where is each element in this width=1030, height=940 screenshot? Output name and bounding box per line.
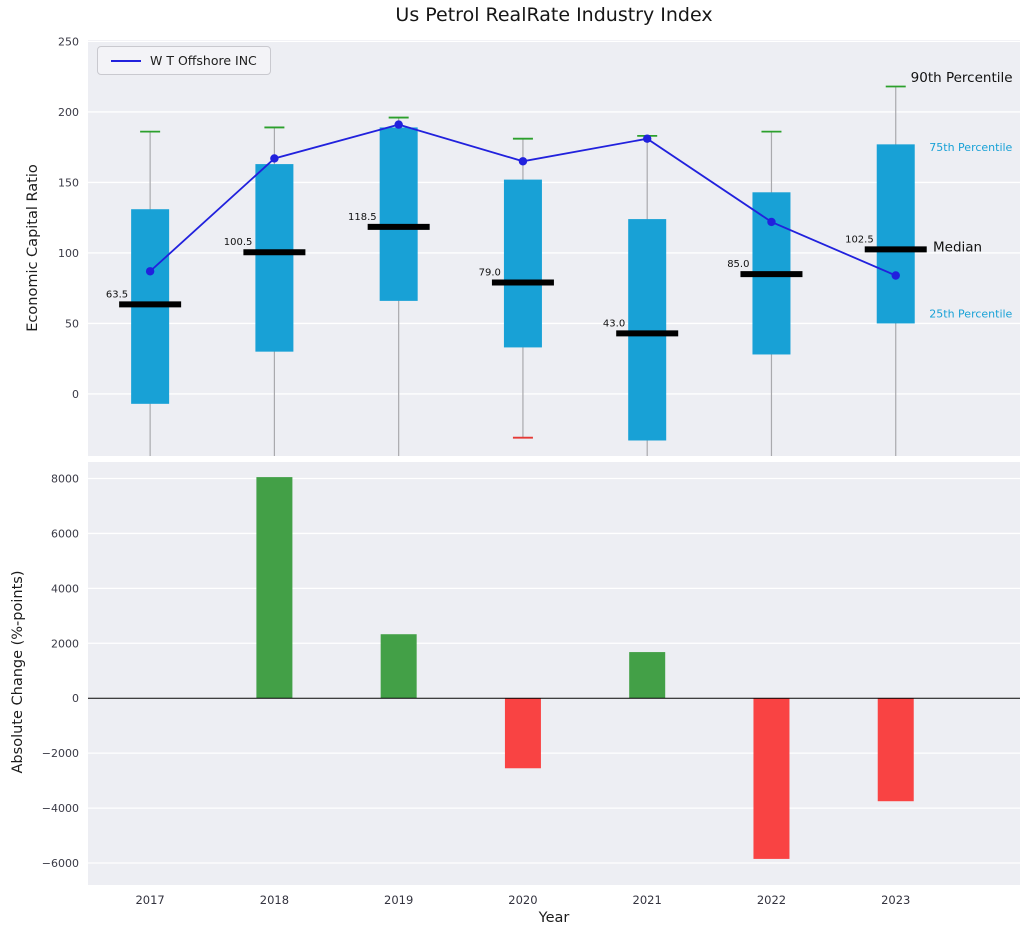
percentile-annotation: 90th Percentile <box>911 70 1013 86</box>
boxplot-2018: 100.5 <box>224 126 306 456</box>
iqr-box <box>503 179 542 348</box>
x-tick-label: 2019 <box>384 893 413 907</box>
y-tick-label: 8000 <box>51 472 79 485</box>
y-tick-label: −4000 <box>42 802 79 815</box>
company-line-marker <box>891 271 900 280</box>
change-bar-2021 <box>629 652 666 699</box>
y-tick-label: 2000 <box>51 637 79 650</box>
percentile-annotation: Median <box>933 239 982 255</box>
median-value-label: 85.0 <box>727 259 749 270</box>
median-value-label: 102.5 <box>845 234 874 245</box>
median-value-label: 79.0 <box>479 268 501 279</box>
plot-area-top <box>88 40 1020 456</box>
y-tick-label: 50 <box>65 317 79 330</box>
iqr-box <box>255 164 294 352</box>
boxplot-2020: 79.0 <box>479 137 554 439</box>
change-bar-2022 <box>753 698 790 859</box>
boxplot-2017: 63.5 <box>106 130 182 456</box>
iqr-box <box>876 144 915 324</box>
top-y-axis-label: Economic Capital Ratio <box>25 164 41 332</box>
boxplot-2019: 118.5 <box>348 116 430 456</box>
y-tick-label: 150 <box>58 176 79 189</box>
percentile-annotation: 25th Percentile <box>929 308 1012 321</box>
y-tick-label: −6000 <box>42 857 79 870</box>
legend-label: W T Offshore INC <box>150 53 257 68</box>
company-line-marker <box>767 217 776 227</box>
y-tick-label: 100 <box>58 247 79 260</box>
bottom-y-axis-label: Absolute Change (%-points) <box>10 570 26 774</box>
y-tick-label: 0 <box>72 692 79 705</box>
x-tick-label: 2018 <box>260 893 289 907</box>
y-tick-label: 6000 <box>51 527 79 540</box>
median-value-label: 43.0 <box>603 318 625 329</box>
company-line-marker <box>518 157 528 166</box>
chart-title: Us Petrol RealRate Industry Index <box>395 4 713 26</box>
median-value-label: 100.5 <box>224 237 253 248</box>
legend: W T Offshore INC <box>97 46 271 75</box>
company-line-marker <box>145 267 155 276</box>
legend-line-sample <box>111 59 141 62</box>
change-bar-2019 <box>380 634 417 699</box>
change-bar-2023 <box>877 698 914 802</box>
x-tick-label: 2017 <box>135 893 164 907</box>
y-tick-label: 200 <box>58 106 79 119</box>
median-value-label: 118.5 <box>348 212 377 223</box>
x-tick-label: 2023 <box>881 893 910 907</box>
company-line-marker <box>394 120 403 129</box>
percentile-annotation: 75th Percentile <box>929 141 1012 154</box>
company-line-marker <box>270 154 279 163</box>
iqr-box <box>628 219 667 441</box>
x-tick-label: 2022 <box>757 893 786 907</box>
y-tick-label: −2000 <box>42 747 79 760</box>
boxplot-2021: 43.0 <box>603 134 679 456</box>
x-axis-label: Year <box>538 910 570 926</box>
iqr-box <box>379 127 418 301</box>
y-tick-label: 0 <box>72 388 79 401</box>
company-line-marker <box>643 134 652 143</box>
median-value-label: 63.5 <box>106 289 128 300</box>
x-tick-label: 2020 <box>508 893 537 907</box>
boxplot-2023: 102.5 <box>845 85 927 456</box>
y-tick-label: 250 <box>58 35 79 48</box>
plot-area-bottom <box>88 462 1020 885</box>
change-bar-2018 <box>256 477 293 699</box>
x-tick-label: 2021 <box>633 893 662 907</box>
change-bar-2020 <box>504 698 541 769</box>
y-tick-label: 4000 <box>51 582 79 595</box>
